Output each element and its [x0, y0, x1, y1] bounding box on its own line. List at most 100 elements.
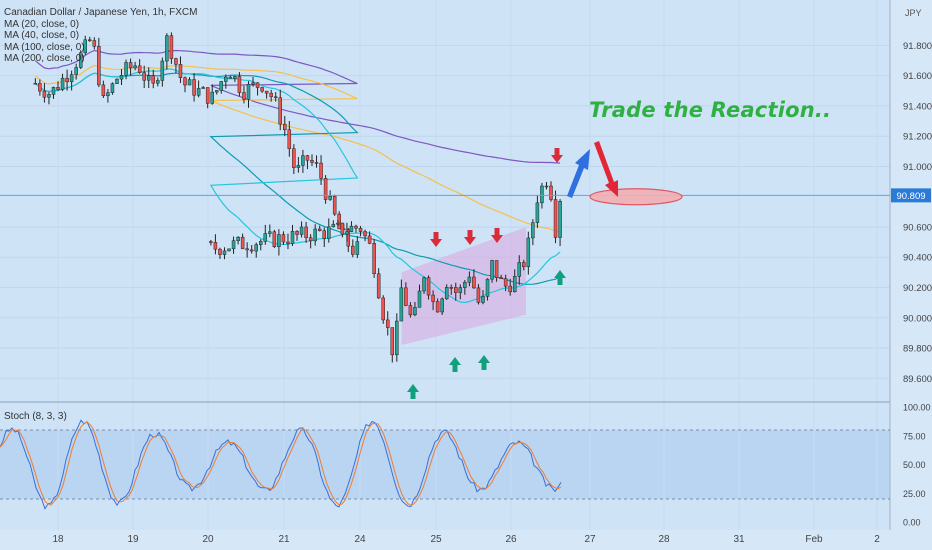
candle-88: [281, 231, 286, 245]
candle-body: [390, 327, 395, 356]
candle-body: [249, 249, 254, 252]
candle-body: [376, 273, 381, 299]
candle-body: [236, 236, 240, 241]
candle-body: [65, 77, 69, 83]
candle-46: [242, 85, 246, 104]
target-zone: [589, 188, 683, 206]
candle-80: [245, 242, 249, 258]
candle-105: [358, 226, 363, 237]
candle-body: [233, 76, 237, 79]
candle-78: [236, 236, 240, 245]
candle-55: [283, 115, 287, 136]
candle-91: [295, 230, 299, 241]
candle-120: [426, 275, 431, 300]
candle-body: [553, 199, 558, 238]
candle-139: [512, 269, 517, 293]
candle-137: [503, 274, 508, 292]
candle-body: [51, 87, 56, 95]
candle-56: [287, 120, 292, 157]
candle-body: [499, 277, 503, 280]
candle-body: [417, 290, 422, 308]
candle-109: [376, 268, 381, 299]
candle-7: [65, 69, 69, 91]
candle-17: [110, 82, 115, 95]
candle-3: [47, 91, 51, 105]
candle-94: [308, 234, 313, 249]
candle-body: [255, 82, 260, 88]
candle-body: [219, 81, 224, 91]
candle-body: [336, 222, 340, 225]
candle-body: [322, 230, 327, 239]
candle-53: [273, 91, 278, 102]
candle-85: [268, 224, 272, 238]
stoch-title[interactable]: Stoch (8, 3, 3): [4, 411, 67, 422]
candle-22: [133, 61, 137, 71]
candle-body: [485, 278, 490, 297]
candle-body: [246, 83, 251, 100]
candle-body: [69, 74, 74, 83]
candle-body: [228, 76, 233, 79]
candle-body: [535, 202, 540, 223]
ma-40-line: [34, 72, 561, 285]
candle-body: [259, 241, 263, 245]
candle-93: [304, 221, 308, 243]
candle-body: [174, 58, 178, 65]
y-tick-label-10: 89.600: [903, 374, 932, 385]
candle-38: [205, 87, 210, 109]
candle-body: [494, 260, 499, 278]
candle-body: [106, 92, 110, 97]
candle-body: [283, 123, 287, 131]
candle-body: [222, 250, 227, 255]
candle-body: [196, 88, 201, 96]
candle-108: [372, 238, 376, 278]
legend-ma-40[interactable]: MA (40, close, 0): [4, 30, 80, 42]
candle-body: [349, 225, 354, 232]
stoch-tick-label-0: 100.00: [903, 403, 931, 413]
candle-body: [264, 90, 269, 94]
candle-body: [313, 228, 317, 242]
candle-body: [413, 307, 417, 316]
x-tick-label-10: Feb: [805, 534, 823, 545]
legend-ma-200[interactable]: MA (200, close, 0): [4, 53, 85, 65]
y-tick-label-6: 90.400: [903, 253, 932, 264]
candle-110: [381, 295, 385, 324]
candle-13: [92, 37, 97, 50]
candle-body: [331, 223, 336, 228]
candle-body: [218, 248, 222, 255]
annotation-text: Trade the Reaction..: [589, 98, 832, 122]
candle-84: [263, 224, 268, 245]
candle-1: [38, 79, 42, 96]
candle-11: [83, 35, 87, 55]
candle-24: [142, 65, 146, 88]
candle-body: [444, 287, 449, 300]
projection-down-arrow: [594, 141, 618, 197]
candle-92: [299, 221, 304, 238]
candle-body: [467, 276, 472, 283]
candle-59: [301, 149, 305, 173]
candle-34: [187, 77, 192, 86]
candle-body: [290, 231, 295, 244]
candle-body: [319, 162, 323, 179]
candle-124: [444, 284, 449, 300]
candle-body: [83, 39, 87, 54]
candle-52: [269, 89, 273, 102]
candle-body: [142, 72, 146, 81]
y-tick-label-7: 90.200: [903, 283, 932, 294]
candle-79: [240, 233, 245, 250]
candle-39: [210, 84, 214, 105]
up-arrow-1: [407, 384, 419, 399]
candle-45: [237, 72, 242, 97]
candle-62: [314, 155, 319, 168]
candle-body: [201, 87, 205, 89]
legend-ma-20[interactable]: MA (20, close, 0): [4, 18, 80, 30]
candle-body: [395, 320, 399, 356]
y-tick-label-1: 91.600: [903, 71, 932, 82]
candle-116: [408, 302, 413, 318]
candle-body: [314, 162, 319, 164]
candle-36: [196, 80, 201, 98]
candle-body: [317, 228, 322, 231]
candle-body: [33, 82, 38, 85]
candle-141: [522, 259, 526, 271]
legend-ma-100[interactable]: MA (100, close, 0): [4, 41, 85, 53]
